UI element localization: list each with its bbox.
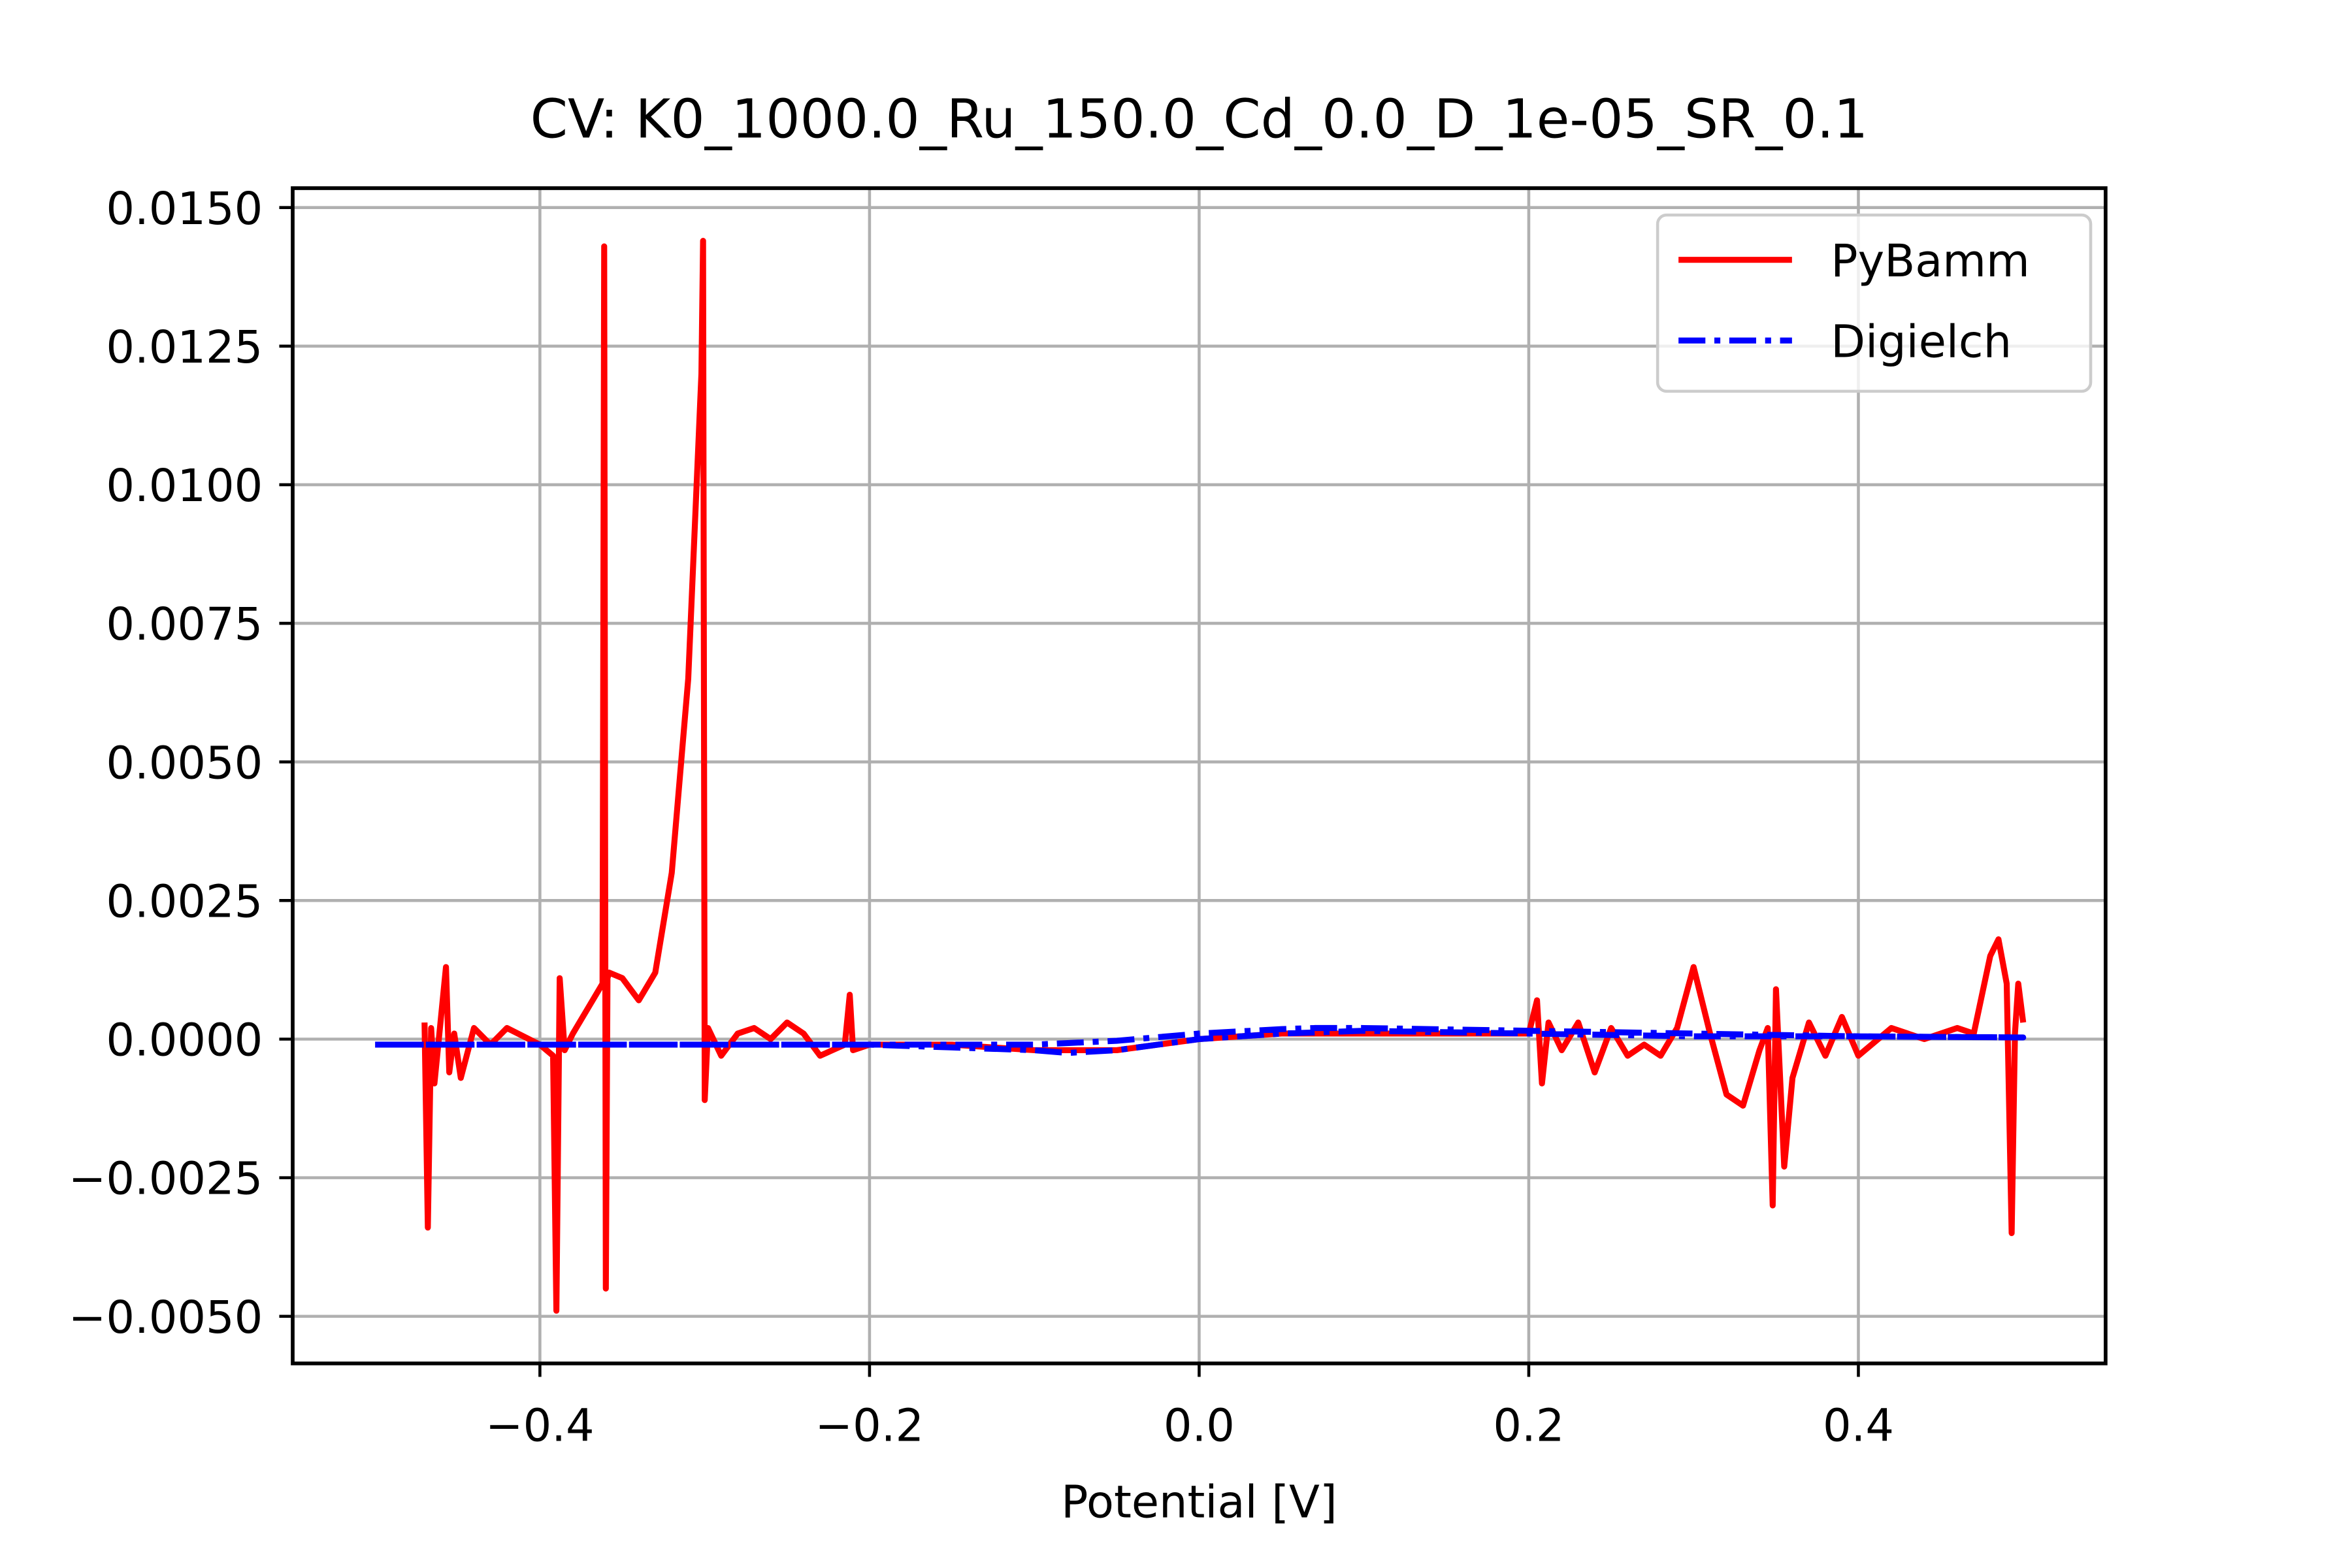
x-axis-label: Potential [V] (1061, 1476, 1337, 1528)
y-tick-label: 0.0125 (106, 321, 263, 374)
y-tick-label: −0.0050 (69, 1292, 263, 1344)
y-tick-label: 0.0025 (106, 875, 263, 928)
x-tick-label: −0.2 (815, 1400, 924, 1452)
chart-title: CV: K0_1000.0_Ru_150.0_Cd_0.0_D_1e-05_SR… (531, 88, 1869, 150)
y-tick-label: 0.0050 (106, 737, 263, 789)
x-tick-label: −0.4 (485, 1400, 595, 1452)
axes-frame (291, 186, 2108, 1365)
y-tick-label: −0.0025 (69, 1153, 263, 1205)
y-tick-label: 0.0150 (106, 183, 263, 235)
y-tick-label: 0.0075 (106, 598, 263, 651)
x-tick-label: 0.4 (1823, 1400, 1894, 1452)
legend-label: Digielch (1831, 316, 2012, 368)
x-tick-label: 0.0 (1164, 1400, 1235, 1452)
y-tick-label: 0.0000 (106, 1015, 263, 1067)
y-tick-label: 0.0100 (106, 460, 263, 512)
x-tick-label: 0.2 (1493, 1400, 1564, 1452)
legend-label: PyBamm (1831, 235, 2030, 287)
series-line (375, 1024, 2027, 1056)
